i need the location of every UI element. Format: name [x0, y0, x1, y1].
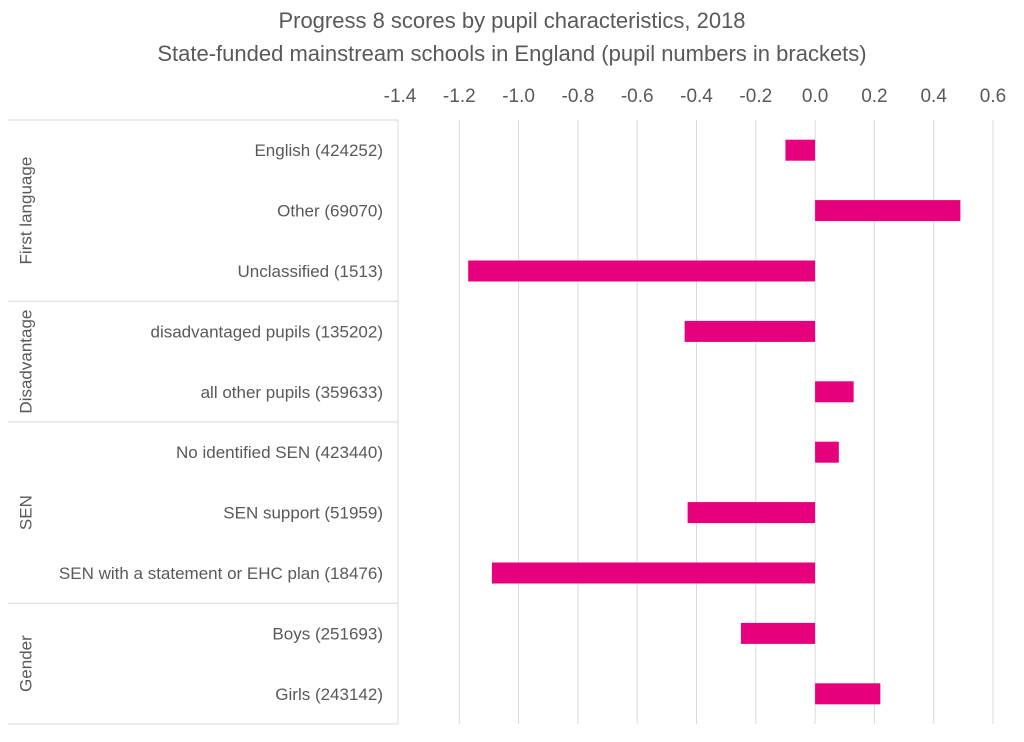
category-label: all other pupils (359633)	[201, 383, 383, 402]
group-label: First language	[17, 157, 36, 265]
bar	[815, 381, 854, 403]
category-label: Unclassified (1513)	[237, 262, 383, 281]
category-label: Boys (251693)	[272, 624, 383, 643]
chart-subtitle: State-funded mainstream schools in Engla…	[157, 41, 867, 66]
category-label: SEN support (51959)	[223, 504, 383, 523]
bar	[468, 260, 816, 282]
x-tick-label: -0.6	[621, 86, 654, 107]
chart-title: Progress 8 scores by pupil characteristi…	[278, 8, 746, 33]
bar	[684, 320, 816, 342]
bar	[785, 139, 816, 161]
x-tick-label: -1.0	[502, 86, 535, 107]
category-label: No identified SEN (423440)	[176, 443, 383, 462]
group-label: Disadvantage	[17, 310, 36, 414]
x-tick-label: 0.2	[861, 86, 887, 107]
x-tick-label: -0.2	[739, 86, 772, 107]
x-tick-label: -0.8	[562, 86, 595, 107]
bar	[491, 562, 816, 584]
bar	[815, 441, 839, 463]
bar	[687, 502, 816, 524]
x-tick-label: -0.4	[680, 86, 713, 107]
group-label: Gender	[17, 635, 36, 692]
category-label: Girls (243142)	[275, 685, 383, 704]
category-label: SEN with a statement or EHC plan (18476)	[59, 564, 383, 583]
x-tick-label: 0.6	[980, 86, 1006, 107]
x-tick-label: -1.2	[443, 86, 476, 107]
category-label: disadvantaged pupils (135202)	[150, 322, 383, 341]
category-label: Other (69070)	[277, 202, 383, 221]
bar	[815, 200, 961, 222]
bar	[740, 622, 816, 644]
bar	[815, 683, 881, 705]
category-label: English (424252)	[254, 141, 383, 160]
group-label: SEN	[17, 495, 36, 530]
x-tick-label: -1.4	[384, 86, 417, 107]
x-tick-label: 0.4	[920, 86, 947, 107]
x-tick-label: 0.0	[802, 86, 828, 107]
